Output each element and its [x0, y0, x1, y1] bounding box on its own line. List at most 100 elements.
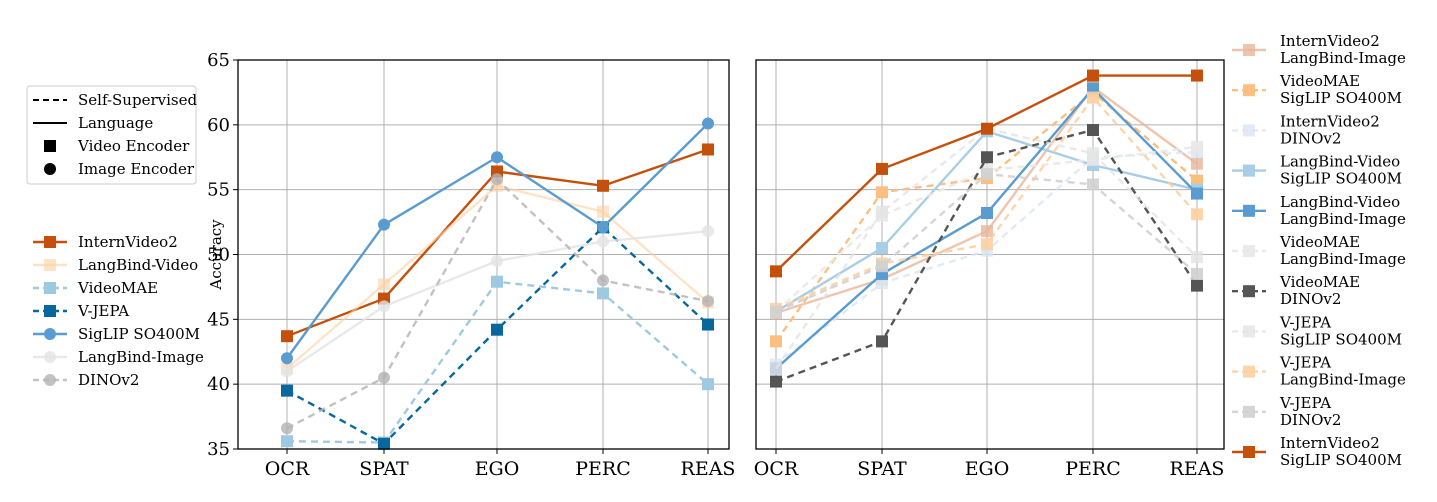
series-videomae-dinov2 [770, 124, 1203, 388]
data-point-perc [1087, 178, 1099, 191]
x-tick-label: OCR [265, 458, 310, 480]
x-tick-label: SPAT [857, 458, 907, 480]
data-point-reas [702, 295, 714, 308]
y-tick-label: 35 [207, 439, 230, 460]
data-point-ego [491, 254, 503, 267]
data-point-perc [1087, 124, 1099, 137]
data-point-reas [702, 143, 714, 156]
data-point-perc [1087, 91, 1099, 104]
x-tick-label: EGO [475, 458, 520, 480]
left-legend-item-videomae: VideoMAE [33, 279, 158, 297]
x-tick-label: EGO [965, 458, 1010, 480]
right-legend-label-line: V-JEPA [1279, 394, 1331, 412]
data-point-reas [702, 117, 714, 130]
legend-marker-swatch [1243, 44, 1255, 56]
data-point-ego [981, 168, 993, 181]
data-point-ego [491, 323, 503, 336]
right-legend-label-line: V-JEPA [1279, 313, 1331, 331]
right-legend-label-line: LangBind-Image [1280, 250, 1406, 268]
right-legend-label-line: VideoMAE [1279, 273, 1360, 291]
data-point-reas [702, 378, 714, 391]
data-point-reas [1191, 208, 1203, 221]
data-point-spat [876, 260, 888, 273]
data-point-spat [876, 205, 888, 218]
right-legend-label-line: InternVideo2 [1280, 112, 1380, 130]
data-point-perc [597, 221, 609, 234]
plot-frame [755, 59, 1225, 450]
left-series-legend: InternVideo2 LangBind-Video VideoMAE V-JEPA… [33, 233, 204, 389]
left-legend-label: V-JEPA [77, 302, 129, 320]
data-point-perc [597, 235, 609, 248]
x-tick-label: REAS [1170, 458, 1225, 480]
x-tick-label: OCR [754, 458, 799, 480]
data-point-spat [876, 186, 888, 199]
right-legend-label-line: VideoMAE [1279, 233, 1360, 251]
right-legend-label-line: V-JEPA [1279, 354, 1331, 372]
style-legend-label: Self-Supervised [78, 91, 197, 109]
y-tick-label: 60 [207, 115, 230, 136]
data-point-ocr [281, 365, 293, 378]
data-point-ocr [770, 375, 782, 388]
data-point-ego [981, 151, 993, 164]
x-tick-label: REAS [681, 458, 736, 480]
data-point-ocr [281, 384, 293, 397]
right-legend-label-line: LangBind-Image [1280, 210, 1406, 228]
data-point-ocr [770, 362, 782, 375]
left-legend-item-v-jepa: V-JEPA [33, 302, 129, 320]
right-legend-label-line: InternVideo2 [1280, 434, 1380, 452]
square-marker-swatch [44, 140, 56, 152]
data-point-reas [1191, 174, 1203, 187]
data-point-ocr [770, 335, 782, 348]
data-point-ego [491, 151, 503, 164]
style-legend-label: Language [78, 114, 153, 132]
right-legend-label-line: DINOv2 [1280, 129, 1341, 147]
left-legend-label: DINOv2 [78, 371, 139, 389]
legend-marker-swatch [44, 259, 56, 271]
left-legend-label: VideoMAE [77, 279, 158, 297]
data-point-perc [1087, 69, 1099, 82]
x-tick-label: SPAT [359, 458, 409, 480]
left-legend-item-langbind-image: LangBind-Image [33, 348, 204, 366]
legend-marker-swatch [1243, 365, 1255, 378]
left-legend-item-internvideo2: InternVideo2 [33, 233, 178, 251]
left-legend-label: LangBind-Image [78, 348, 204, 366]
data-point-reas [702, 225, 714, 238]
right-legend-label-line: LangBind-Image [1280, 371, 1406, 389]
series-dinov2 [281, 173, 714, 435]
data-point-ego [981, 238, 993, 251]
data-point-spat [876, 277, 888, 290]
data-point-ocr [281, 422, 293, 435]
right-legend-label-line: SigLIP SO400M [1280, 170, 1402, 188]
data-point-ocr [770, 305, 782, 318]
y-tick-label: 40 [207, 374, 230, 395]
x-tick-label: PERC [575, 458, 631, 480]
right-legend-label-line: SigLIP SO400M [1280, 89, 1402, 107]
data-point-spat [876, 335, 888, 348]
data-point-ego [491, 275, 503, 288]
right-legend-label-line: LangBind-Video [1280, 153, 1400, 171]
legend-marker-swatch [1243, 285, 1255, 298]
y-axis-label: Accuracy [207, 219, 225, 291]
left-legend-label: InternVideo2 [78, 233, 178, 251]
series-internvideo2-siglip-so400m [770, 69, 1203, 278]
data-point-spat [378, 371, 390, 384]
left-legend-item-dinov2: DINOv2 [33, 371, 139, 389]
x-tick-label: PERC [1065, 458, 1121, 480]
right-legend-label-line: LangBind-Image [1280, 49, 1406, 67]
y-tick-label: 45 [207, 309, 230, 330]
data-point-perc [1087, 147, 1099, 160]
y-tick-label: 50 [207, 245, 230, 266]
data-point-perc [597, 274, 609, 287]
series-siglip-so400m [281, 117, 714, 365]
data-point-spat [378, 437, 390, 450]
right-legend-label-line: InternVideo2 [1280, 32, 1380, 50]
data-point-perc [597, 287, 609, 300]
data-point-spat [378, 278, 390, 291]
left-legend-item-siglip-so400m: SigLIP SO400M [33, 325, 200, 343]
